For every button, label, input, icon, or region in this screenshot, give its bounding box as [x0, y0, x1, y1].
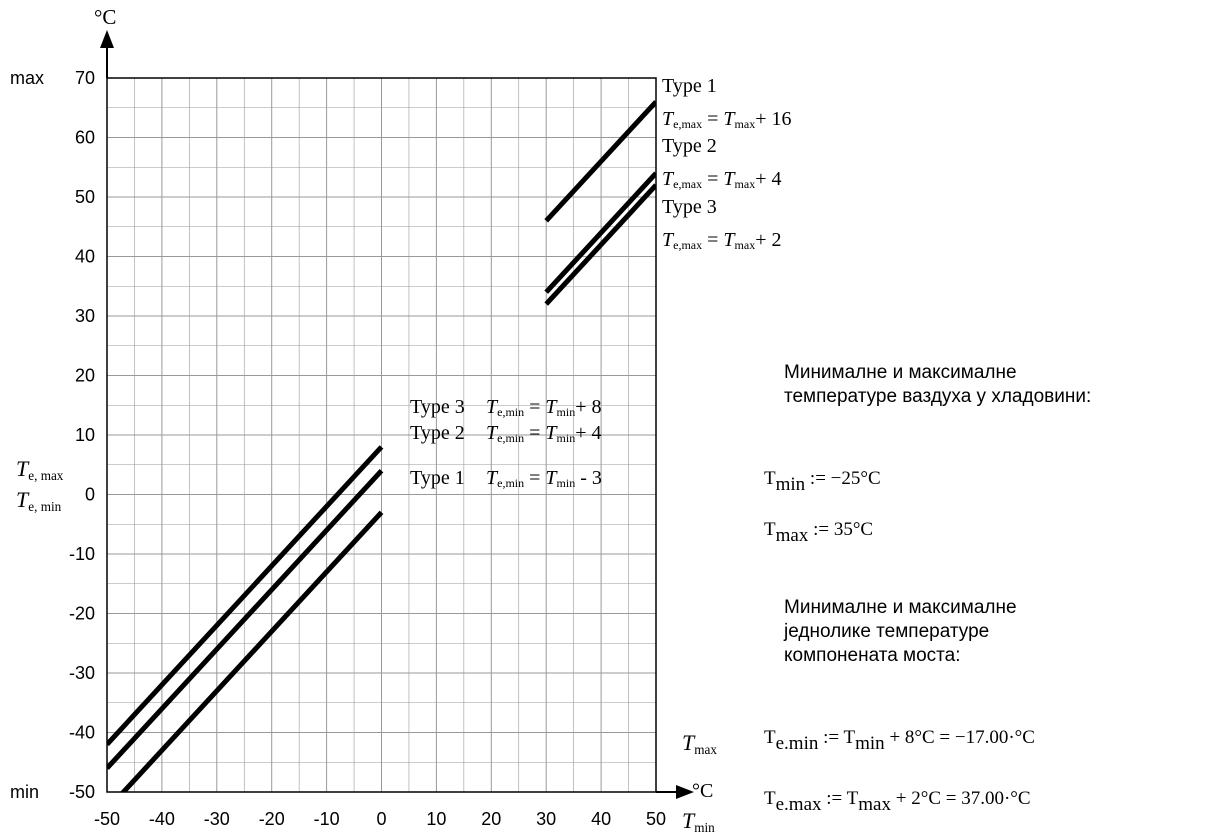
min-formula-label: Te,min = Tmin+ 4	[486, 422, 601, 445]
x-tick-label: 40	[591, 809, 611, 829]
temax-symbol: T	[764, 788, 776, 809]
tmax-value: := 35°C	[813, 519, 874, 540]
temax-equation: Te.max := Tmax + 2°C = 37.00·°C	[764, 788, 1031, 816]
max-formula-label: Te,max = Tmax+ 4	[662, 168, 781, 191]
y-tick-label: 30	[75, 306, 95, 326]
y-tick-label: 70	[75, 68, 95, 88]
y-tick-label: -20	[69, 604, 95, 624]
tmax-subscript: max	[775, 525, 809, 546]
y-tick-label: 0	[85, 485, 95, 505]
component-temp-heading: Минималне и максималне једнолике темпера…	[784, 596, 1017, 668]
min-type-label: Type 2	[410, 422, 465, 444]
x-unit-label: °C	[692, 780, 713, 802]
x-tick-label: -30	[204, 809, 230, 829]
x-tick-label: -10	[314, 809, 340, 829]
x-tick-label: 0	[376, 809, 386, 829]
tmax-symbol: T	[764, 519, 776, 540]
y-axis-label-temax: Te, max	[16, 456, 64, 483]
min-formula-label: Te,min = Tmin - 3	[486, 467, 602, 490]
min-formula-label: Te,min = Tmin+ 8	[486, 396, 601, 419]
y-max-label: max	[10, 68, 44, 88]
chart-ticks: -50 -40 -30 -20 -10 0 10 20 30 40 50 70 60 50 40 30 20 10…	[69, 68, 666, 829]
air-heading-line-2: температуре ваздуха у хладовини:	[784, 386, 1092, 407]
y-axis-arrowhead	[100, 30, 114, 48]
y-tick-label: -30	[69, 663, 95, 683]
min-type-label: Type 3	[410, 396, 465, 418]
y-tick-label: 20	[75, 366, 95, 386]
chart-labels: max min °C °C Te, max Te, min Tmax Tmin Type 1 Te…	[10, 5, 791, 834]
temin-tmin-subscript: min	[855, 733, 885, 754]
temin-value: := T	[823, 727, 856, 748]
y-tick-label: 10	[75, 425, 95, 445]
series-line-type-1-min	[120, 510, 384, 792]
max-type-label: Type 1	[662, 75, 717, 97]
comp-heading-line-1: Минималне и максималне	[784, 597, 1017, 618]
temin-equation: Te.min := Tmin + 8°C = −17.00·°C	[764, 727, 1035, 755]
temax-result: + 2°C = 37.00·°C	[895, 788, 1031, 809]
y-tick-label: -40	[69, 723, 95, 743]
max-type-label: Type 2	[662, 135, 717, 157]
y-tick-label: -10	[69, 544, 95, 564]
x-tick-label: 20	[481, 809, 501, 829]
temax-subscript: e.max	[775, 794, 822, 815]
plot-frame	[106, 77, 657, 793]
x-tick-label: 10	[426, 809, 446, 829]
temin-symbol: T	[764, 727, 776, 748]
x-axis-label-tmin: Tmin	[682, 808, 715, 834]
comp-heading-line-2: једнолике температуре	[784, 621, 990, 642]
tmin-symbol: T	[764, 468, 776, 489]
temax-value: := T	[826, 788, 859, 809]
chart-axes	[100, 30, 694, 799]
y-tick-label: 40	[75, 247, 95, 267]
y-axis-label-temin: Te, min	[16, 487, 62, 514]
tmin-equation: Tmin := −25°C	[764, 468, 881, 496]
air-temp-heading: Минималне и максималне температуре вазду…	[784, 361, 1091, 409]
x-axis-label-tmax: Tmax	[682, 730, 717, 757]
x-tick-label: -40	[149, 809, 175, 829]
y-tick-label: -50	[69, 782, 95, 802]
series-line-type-1-max	[544, 100, 656, 223]
tmin-subscript: min	[775, 474, 806, 495]
y-tick-label: 60	[75, 128, 95, 148]
max-type-label: Type 3	[662, 196, 717, 218]
x-tick-label: 50	[646, 809, 666, 829]
min-type-label: Type 1	[410, 467, 465, 489]
temax-tmax-subscript: max	[858, 794, 891, 815]
x-tick-label: -50	[94, 809, 120, 829]
max-formula-label: Te,max = Tmax+ 16	[662, 108, 791, 131]
series-line-type-3-min	[107, 445, 384, 747]
x-tick-label: -20	[259, 809, 285, 829]
max-formula-label: Te,max = Tmax+ 2	[662, 229, 781, 252]
series-line-type-2-max	[544, 171, 656, 294]
comp-heading-line-3: компонената моста:	[784, 645, 961, 666]
x-axis-arrowhead	[676, 785, 694, 799]
temin-subscript: e.min	[775, 733, 819, 754]
tmax-equation: Tmax := 35°C	[764, 519, 873, 547]
x-tick-label: 30	[536, 809, 556, 829]
tmin-value: := −25°C	[809, 468, 881, 489]
chart-series	[107, 100, 656, 792]
chart-grid	[107, 78, 656, 792]
series-line-type-3-max	[544, 183, 656, 306]
y-min-label: min	[10, 782, 39, 802]
y-unit-label: °C	[94, 5, 116, 29]
y-tick-label: 50	[75, 187, 95, 207]
series-line-type-2-min	[107, 469, 384, 770]
air-heading-line-1: Минималне и максималне	[784, 362, 1017, 383]
temin-result: + 8°C = −17.00·°C	[889, 727, 1035, 748]
